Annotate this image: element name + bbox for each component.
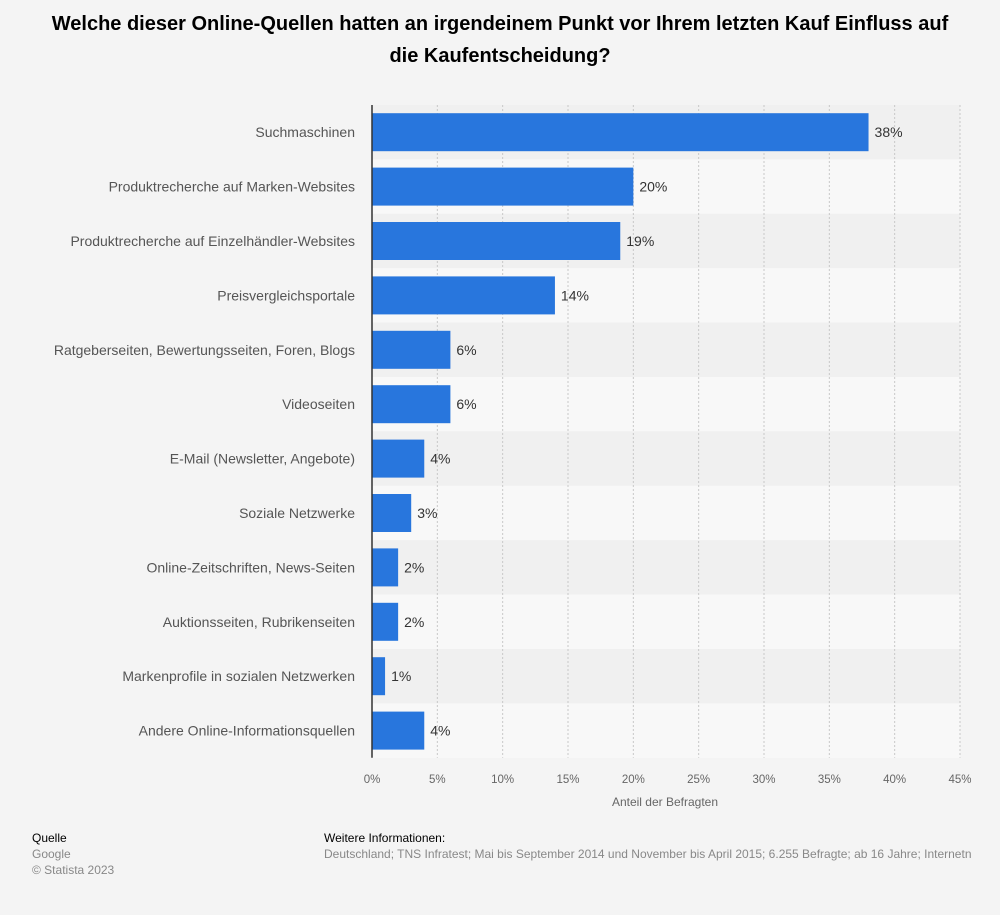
bar [372,711,425,750]
row-band [372,703,960,758]
value-label: 6% [456,396,476,412]
bar [372,385,451,424]
chart-title: Welche dieser Online-Quellen hatten an i… [51,13,949,67]
bar [372,330,451,369]
value-label: 4% [430,723,450,739]
value-label: 6% [456,342,476,358]
category-label: Preisvergleichsportale [217,287,355,303]
value-label: 20% [639,179,667,195]
x-tick-label: 0% [364,774,381,786]
bar [372,167,634,206]
category-label: Auktionsseiten, Rubrikenseiten [163,614,355,630]
x-tick-label: 45% [948,774,971,786]
x-tick-label: 20% [622,774,645,786]
category-label: E-Mail (Newsletter, Angebote) [170,451,355,467]
category-label: Soziale Netzwerke [239,505,355,521]
bar-chart: Suchmaschinen 38% Produktrecherche auf Mar… [54,105,972,809]
value-label: 2% [404,559,424,575]
row-band [372,649,960,704]
source-heading: Quelle [32,831,67,845]
value-label: 14% [561,287,589,303]
bar [372,602,399,641]
bar [372,276,555,315]
category-label: Suchmaschinen [255,124,355,140]
copyright: © Statista 2023 [32,863,115,877]
x-axis-title: Anteil der Befragten [612,795,718,809]
row-band [372,485,960,541]
category-label: Produktrecherche auf Marken-Websites [109,179,355,195]
info-heading: Weitere Informationen: [324,831,446,845]
value-label: 38% [875,124,903,140]
value-label: 1% [391,668,411,684]
row-band [372,322,960,377]
category-label: Ratgeberseiten, Bewertungsseiten, Foren,… [54,342,355,358]
bar [372,113,869,152]
bar [372,657,386,696]
x-tick-label: 5% [429,774,446,786]
category-label: Videoseiten [282,396,355,412]
row-band [372,431,960,486]
row-band [372,540,960,595]
bar [372,548,399,587]
x-tick-label: 30% [752,774,775,786]
x-tick-label: 10% [491,774,514,786]
value-label: 4% [430,451,450,467]
footer-source: Quelle Google © Statista 2023 [32,830,114,878]
value-label: 3% [417,505,437,521]
category-label: Markenprofile in sozialen Netzwerken [122,668,355,684]
footer-info: Weitere Informationen: Deutschland; TNS … [324,830,1000,862]
bar [372,439,425,478]
value-label: 19% [626,233,654,249]
x-tick-label: 25% [687,774,710,786]
bar [372,222,621,260]
value-label: 2% [404,614,424,630]
x-tick-label: 35% [818,774,841,786]
category-label: Online-Zeitschriften, News-Seiten [146,559,355,575]
info-text: Deutschland; TNS Infratest; Mai bis Sept… [324,847,972,861]
row-band [372,377,960,432]
category-label: Andere Online-Informationsquellen [139,723,355,739]
category-label: Produktrecherche auf Einzelhändler-Websi… [70,233,355,249]
x-tick-label: 15% [556,774,579,786]
x-tick-label: 40% [883,774,906,786]
source-name: Google [32,847,71,861]
bar [372,494,412,532]
row-band [372,594,960,649]
